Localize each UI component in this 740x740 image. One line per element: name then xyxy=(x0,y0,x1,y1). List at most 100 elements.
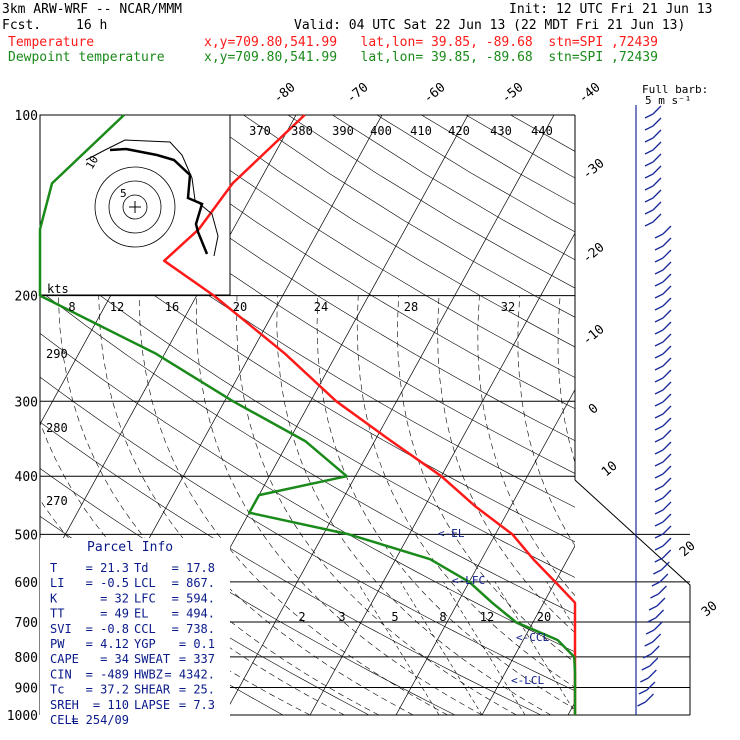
sounding-lines xyxy=(38,114,577,715)
parcel-value-li: = -0.5 xyxy=(86,576,129,590)
wind-barb xyxy=(654,477,672,491)
wind-barb-staff xyxy=(654,461,664,467)
wind-barb xyxy=(637,693,654,707)
wind-barb-staff xyxy=(644,173,654,179)
parcel-key-tc: Tc xyxy=(50,683,64,697)
hodograph-ring-label: 10 xyxy=(83,154,101,172)
parcel-value-td: = 17.8 xyxy=(172,561,215,575)
isotherm-label-10: 10 xyxy=(599,459,621,481)
hodograph-ring xyxy=(122,194,148,220)
wind-barb-staff xyxy=(654,497,664,503)
wind-barb-staff xyxy=(654,389,664,395)
wind-barb-flag xyxy=(662,297,672,307)
theta-label-420: 420 xyxy=(448,124,470,138)
dry-adiabat xyxy=(40,248,575,578)
wind-barb-flag xyxy=(647,669,657,679)
dry-adiabat xyxy=(376,115,575,233)
dry-adiabat xyxy=(40,290,575,615)
model-title: 3km ARW-WRF -- NCAR/MMM xyxy=(2,2,183,17)
wind-barb-flag xyxy=(662,525,672,535)
theta-label-410: 410 xyxy=(410,124,432,138)
wind-barb xyxy=(654,333,672,347)
wind-barb-flag xyxy=(662,249,672,259)
pressure-label-500: 500 xyxy=(15,528,38,543)
wind-barb xyxy=(654,393,672,407)
parcel-key-li: LI xyxy=(50,576,64,590)
wind-barb-flag xyxy=(662,417,672,427)
wind-barb xyxy=(644,129,662,143)
wind-barb xyxy=(654,465,672,479)
wind-barb xyxy=(654,261,672,275)
mixing-ratio-line xyxy=(400,581,483,715)
parcel-value-lcl: = 867. xyxy=(172,576,215,590)
wind-barb-staff xyxy=(654,377,664,383)
wind-barb xyxy=(654,537,672,551)
wind-barb-staff xyxy=(653,569,662,575)
hodograph-speed-label: kts xyxy=(47,282,69,296)
pressure-label-100: 100 xyxy=(15,109,38,124)
wind-barb-flag xyxy=(652,189,662,199)
dry-adiabat xyxy=(154,115,575,378)
wind-barb-staff xyxy=(644,221,654,227)
parcel-info-box: Parcel Info T = 21.3 Td = 17.8 LI = -0.5 LCL = 8… xyxy=(40,538,230,728)
wind-barb xyxy=(644,177,662,191)
wind-barb-staff xyxy=(654,533,664,539)
theta-label-400: 400 xyxy=(370,124,392,138)
parcel-key-hwbz: HWBZ xyxy=(134,667,163,681)
wind-barbs: Full barb:5 m s⁻¹ xyxy=(635,83,708,715)
mixing-ratio-lower-3: 3 xyxy=(338,610,345,624)
wind-barb-staff xyxy=(654,317,664,323)
moist-adiabat xyxy=(557,295,575,464)
parcel-value-el: = 494. xyxy=(172,607,215,621)
pressure-label-1000: 1000 xyxy=(7,709,38,724)
theta-label-440: 440 xyxy=(531,124,553,138)
isotherm xyxy=(309,232,575,715)
wind-barb-staff xyxy=(644,197,654,203)
wind-barb-flag xyxy=(660,561,670,571)
wind-barb xyxy=(645,621,663,635)
wind-barb-flag xyxy=(662,429,672,439)
wind-barb-flag xyxy=(662,225,672,235)
wind-barb-flag xyxy=(662,309,672,319)
mixing-ratio-label-20: 20 xyxy=(233,300,247,314)
isotherm-label-20: 20 xyxy=(677,539,699,561)
parcel-value-tc: = 37.2 xyxy=(86,683,129,697)
wind-barb-flag xyxy=(662,549,672,559)
parcel-key-k: K xyxy=(50,591,58,605)
wind-barb-flag xyxy=(656,597,666,607)
wind-barb-staff xyxy=(647,617,656,623)
wind-barb xyxy=(654,489,672,503)
wind-barb xyxy=(654,369,672,383)
forecast-hour: 16 h xyxy=(76,18,108,33)
dry-adiabat xyxy=(40,169,575,508)
parcel-key-td: Td xyxy=(134,561,148,575)
theta-side-label-280: 280 xyxy=(46,421,68,435)
wind-barb-flag xyxy=(662,465,672,475)
wind-barb xyxy=(654,345,672,359)
mixing-ratio-label-12: 12 xyxy=(110,300,124,314)
wind-barb-flag xyxy=(662,237,672,247)
parcel-value-t: = 21.3 xyxy=(86,561,129,575)
hodograph-trace-thin xyxy=(85,139,219,257)
parcel-value-hwbz: = 4342. xyxy=(164,667,215,681)
parcel-value-shear: = 25. xyxy=(179,683,215,697)
isotherm-label-0: 0 xyxy=(586,401,602,418)
level-marker-ccl: <-CCL xyxy=(516,631,549,644)
hodograph-ring xyxy=(108,180,162,234)
wind-barb xyxy=(654,225,672,239)
mixing-ratio-label-8: 8 xyxy=(68,300,75,314)
parcel-value-ygp: = 0.1 xyxy=(179,637,215,651)
wind-barb xyxy=(648,597,666,611)
wind-barb-flag xyxy=(662,369,672,379)
pressure-label-200: 200 xyxy=(15,290,38,305)
dry-adiabat xyxy=(40,332,575,653)
dry-adiabat xyxy=(40,376,575,692)
isotherm xyxy=(481,545,575,715)
wind-barb-flag xyxy=(662,381,672,391)
level-marker-el: <-EL xyxy=(438,527,465,540)
mixing-ratio-lower-20: 20 xyxy=(537,610,551,624)
parcel-value-cape: = 34 xyxy=(100,652,129,666)
wind-barb-flag xyxy=(662,357,672,367)
parcel-value-sweat: = 337 xyxy=(179,652,215,666)
wind-barb-staff xyxy=(644,137,654,143)
